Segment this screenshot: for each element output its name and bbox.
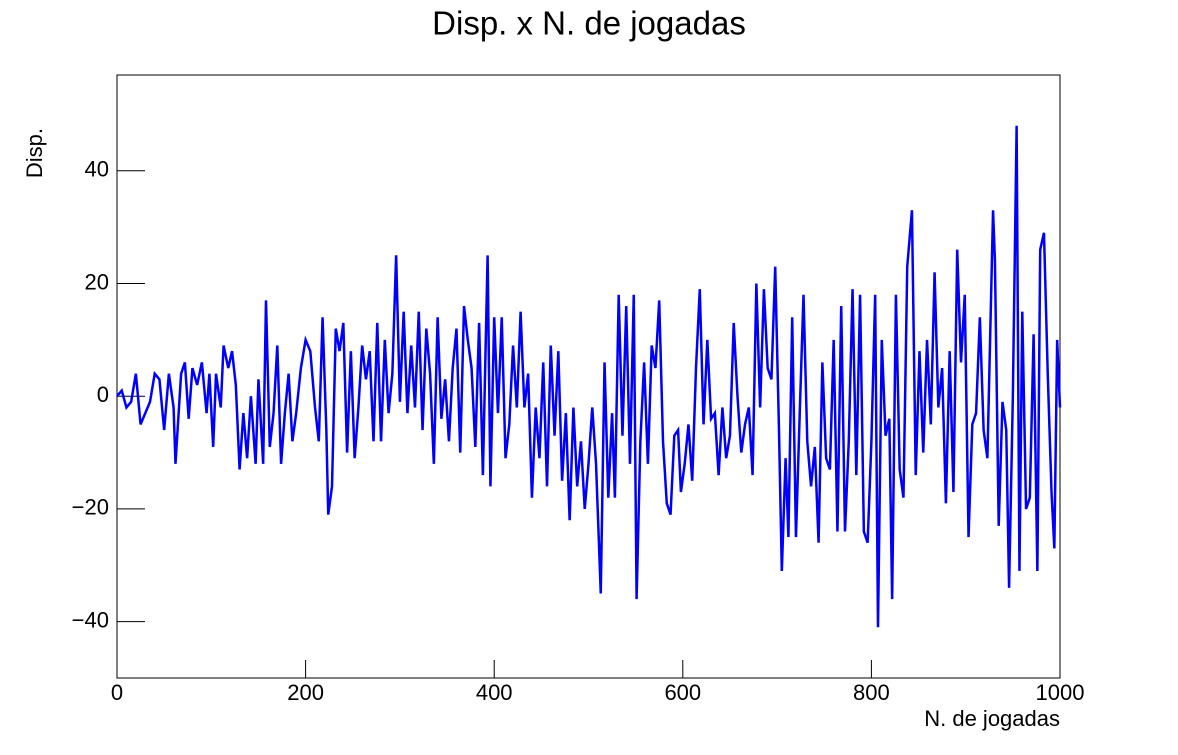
x-tick-label: 400 bbox=[476, 680, 513, 705]
x-tick-label: 200 bbox=[287, 680, 324, 705]
x-axis-label: N. de jogadas bbox=[924, 706, 1060, 731]
chart-title: Disp. x N. de jogadas bbox=[432, 5, 746, 42]
y-tick-label: 0 bbox=[97, 382, 109, 407]
x-tick-label: 600 bbox=[664, 680, 701, 705]
y-tick-label: −20 bbox=[72, 495, 109, 520]
x-tick-label: 1000 bbox=[1036, 680, 1085, 705]
x-tick-label: 0 bbox=[111, 680, 123, 705]
y-tick-label: −40 bbox=[72, 607, 109, 632]
y-axis-label: Disp. bbox=[22, 128, 47, 178]
x-tick-label: 800 bbox=[853, 680, 890, 705]
y-tick-label: 20 bbox=[85, 269, 109, 294]
plot-frame bbox=[116, 74, 1061, 679]
data-line bbox=[116, 125, 1062, 628]
y-tick-label: 40 bbox=[85, 157, 109, 182]
